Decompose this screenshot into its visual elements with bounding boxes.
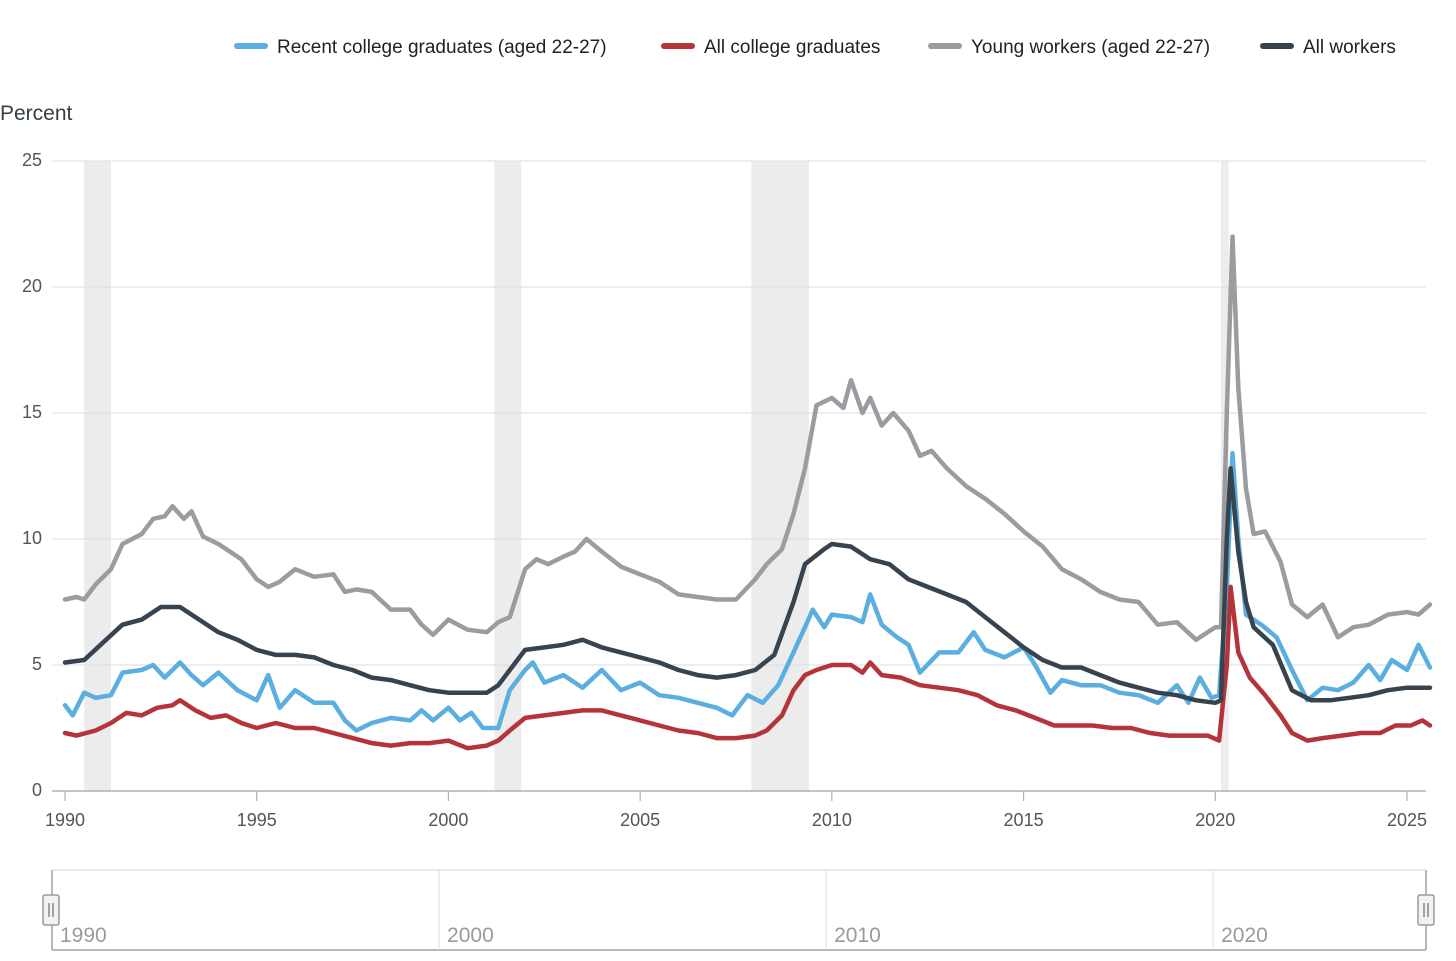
navigator-right-handle[interactable] — [1417, 894, 1435, 926]
navigator-left-handle[interactable] — [42, 894, 60, 926]
recession-shading — [84, 161, 1229, 791]
legend-label-1: All college graduates — [704, 37, 880, 58]
x-tick-label-2010: 2010 — [812, 810, 852, 830]
y-tick-label-15: 15 — [22, 402, 42, 422]
recession-band-2 — [751, 161, 809, 791]
legend-label-0: Recent college graduates (aged 22-27) — [277, 37, 607, 58]
x-tick-label-1995: 1995 — [237, 810, 277, 830]
series-line-1 — [62, 584, 1433, 751]
legend-item-0[interactable]: Recent college graduates (aged 22-27) — [234, 37, 607, 58]
x-tick-labels: 1990 1995 2000 2005 2010 2015 2020 2025 — [45, 791, 1427, 830]
navigator-tick-1990: 1990 — [60, 924, 107, 947]
y-tick-labels: 0 5 10 15 20 25 — [22, 150, 42, 800]
legend-item-2[interactable]: Young workers (aged 22-27) — [928, 37, 1210, 58]
series-line-3 — [62, 466, 1433, 706]
y-tick-label-25: 25 — [22, 150, 42, 170]
y-tick-label-5: 5 — [32, 654, 42, 674]
series-line-2 — [62, 234, 1433, 643]
navigator-tick-2010: 2010 — [834, 924, 881, 947]
x-tick-label-2020: 2020 — [1195, 810, 1235, 830]
navigator-tick-2000: 2000 — [447, 924, 494, 947]
x-tick-label-1990: 1990 — [45, 810, 85, 830]
range-navigator[interactable]: 1990 2000 2010 2020 — [42, 869, 1435, 951]
x-tick-label-2000: 2000 — [428, 810, 468, 830]
series-lines — [62, 234, 1433, 751]
y-tick-label-10: 10 — [22, 528, 42, 548]
legend: Recent college graduates (aged 22-27) All… — [234, 37, 1396, 58]
navigator-ticks: 1990 2000 2010 2020 — [60, 870, 1268, 950]
y-tick-label-0: 0 — [32, 780, 42, 800]
legend-item-1[interactable]: All college graduates — [661, 37, 880, 58]
x-tick-label-2015: 2015 — [1004, 810, 1044, 830]
legend-label-2: Young workers (aged 22-27) — [971, 37, 1210, 58]
y-tick-label-20: 20 — [22, 276, 42, 296]
navigator-tick-2020: 2020 — [1221, 924, 1268, 947]
gridlines — [52, 160, 1426, 666]
x-tick-label-2025: 2025 — [1387, 810, 1427, 830]
legend-label-3: All workers — [1303, 37, 1396, 58]
y-axis-title: Percent — [0, 102, 73, 125]
recession-band-0 — [84, 161, 112, 791]
legend-item-3[interactable]: All workers — [1260, 37, 1396, 58]
x-tick-label-2005: 2005 — [620, 810, 660, 830]
